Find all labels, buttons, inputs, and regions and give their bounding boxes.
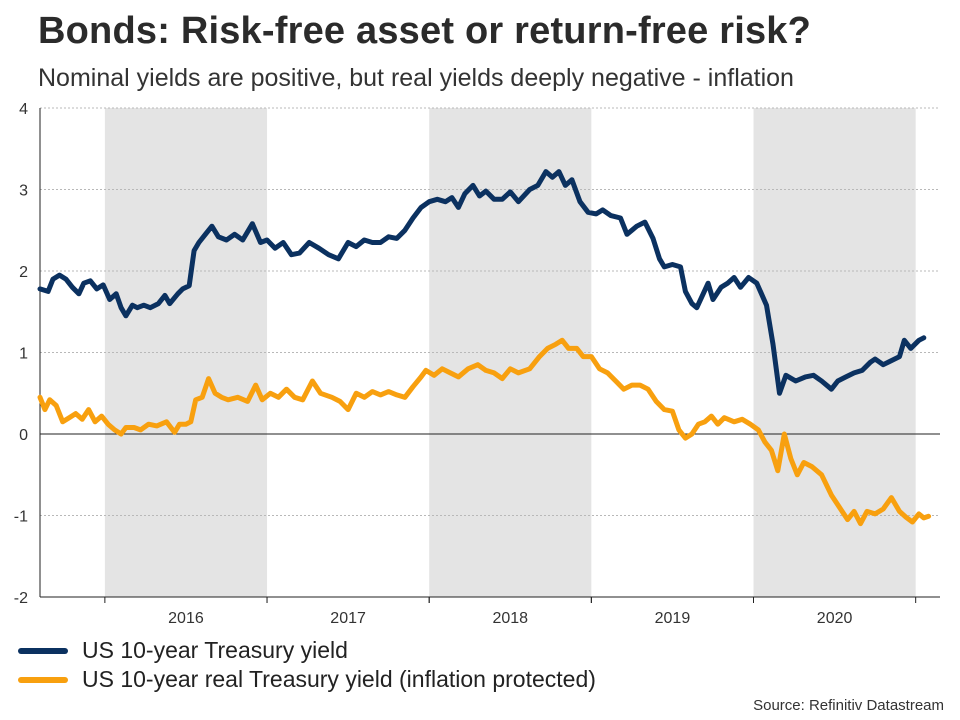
legend-label-nominal: US 10-year Treasury yield — [82, 637, 348, 663]
y-tick-label: 3 — [19, 183, 28, 200]
legend-swatch-real — [18, 676, 68, 683]
legend-swatch-nominal — [18, 647, 68, 654]
source-note: Source: Refinitiv Datastream — [753, 697, 944, 714]
x-tick-label: 2018 — [492, 610, 528, 627]
x-tick-label: 2017 — [330, 610, 366, 627]
legend-item-real[interactable]: US 10-year real Treasury yield (inflatio… — [18, 665, 596, 694]
x-tick-label: 2016 — [168, 610, 204, 627]
y-tick-label: 2 — [19, 264, 28, 281]
page-subtitle: Nominal yields are positive, but real yi… — [38, 64, 794, 92]
y-tick-label: -1 — [14, 509, 28, 526]
series-line-real[interactable] — [37, 337, 932, 527]
x-tick-label: 2019 — [655, 610, 691, 627]
y-tick-label: 4 — [19, 101, 28, 118]
x-tick-label: 2020 — [817, 610, 853, 627]
y-tick-label: -2 — [14, 590, 28, 607]
page-title: Bonds: Risk-free asset or return-free ri… — [38, 10, 812, 52]
legend: US 10-year Treasury yield US 10-year rea… — [18, 636, 596, 694]
legend-label-real: US 10-year real Treasury yield (inflatio… — [82, 666, 596, 692]
series-line-nominal[interactable] — [37, 169, 927, 396]
y-tick-label: 1 — [19, 346, 28, 363]
legend-item-nominal[interactable]: US 10-year Treasury yield — [18, 636, 596, 665]
y-tick-label: 0 — [19, 427, 28, 444]
